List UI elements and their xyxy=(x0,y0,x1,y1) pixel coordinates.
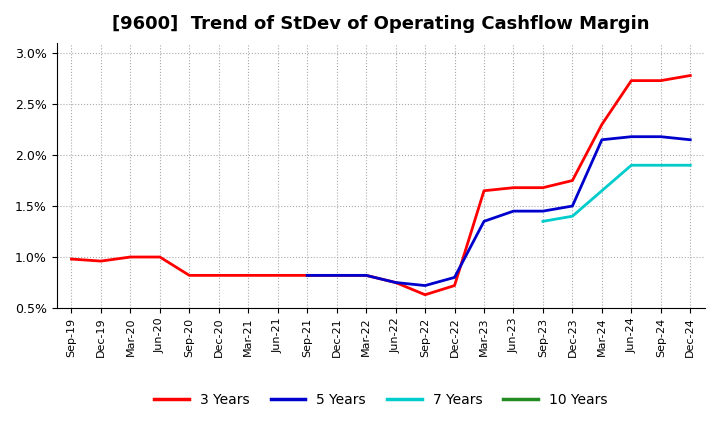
5 Years xyxy=(450,275,459,280)
5 Years xyxy=(657,134,665,139)
5 Years xyxy=(686,137,695,143)
5 Years xyxy=(303,273,312,278)
7 Years xyxy=(539,219,547,224)
3 Years xyxy=(450,283,459,288)
3 Years xyxy=(568,178,577,183)
5 Years xyxy=(568,203,577,209)
7 Years xyxy=(568,213,577,219)
3 Years xyxy=(686,73,695,78)
3 Years xyxy=(391,280,400,285)
3 Years xyxy=(126,254,135,260)
3 Years xyxy=(215,273,223,278)
3 Years xyxy=(274,273,282,278)
Line: 5 Years: 5 Years xyxy=(307,137,690,286)
3 Years xyxy=(362,273,371,278)
7 Years xyxy=(657,163,665,168)
5 Years xyxy=(362,273,371,278)
Legend: 3 Years, 5 Years, 7 Years, 10 Years: 3 Years, 5 Years, 7 Years, 10 Years xyxy=(149,387,613,412)
3 Years xyxy=(657,78,665,83)
3 Years xyxy=(480,188,488,193)
3 Years xyxy=(96,258,105,264)
5 Years xyxy=(333,273,341,278)
3 Years xyxy=(156,254,164,260)
Line: 3 Years: 3 Years xyxy=(71,76,690,295)
7 Years xyxy=(598,188,606,193)
5 Years xyxy=(480,219,488,224)
5 Years xyxy=(509,209,518,214)
Line: 7 Years: 7 Years xyxy=(543,165,690,221)
3 Years xyxy=(420,292,429,297)
5 Years xyxy=(598,137,606,143)
3 Years xyxy=(333,273,341,278)
3 Years xyxy=(244,273,253,278)
3 Years xyxy=(509,185,518,191)
3 Years xyxy=(303,273,312,278)
3 Years xyxy=(627,78,636,83)
3 Years xyxy=(539,185,547,191)
5 Years xyxy=(391,280,400,285)
3 Years xyxy=(185,273,194,278)
5 Years xyxy=(539,209,547,214)
3 Years xyxy=(598,122,606,127)
7 Years xyxy=(686,163,695,168)
5 Years xyxy=(420,283,429,288)
Title: [9600]  Trend of StDev of Operating Cashflow Margin: [9600] Trend of StDev of Operating Cashf… xyxy=(112,15,649,33)
3 Years xyxy=(67,257,76,262)
7 Years xyxy=(627,163,636,168)
5 Years xyxy=(627,134,636,139)
